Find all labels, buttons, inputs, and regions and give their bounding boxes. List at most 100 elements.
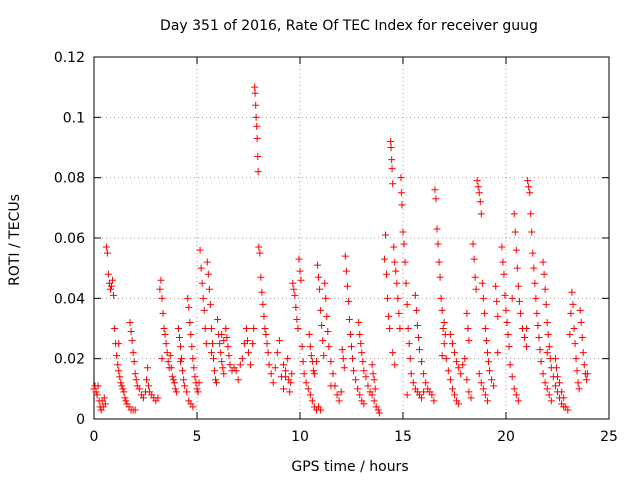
data-point [102,243,110,251]
data-point [188,343,196,351]
data-point [250,325,258,332]
data-point [544,331,552,339]
data-point [571,340,579,348]
data-point [186,318,194,326]
data-point [212,376,220,384]
data-point [470,255,478,263]
data-point [305,331,313,339]
data-point [217,349,225,357]
data-point [265,361,273,369]
data-point [93,391,101,399]
data-point [457,370,465,378]
data-point [579,349,587,357]
data-point [307,352,315,360]
data-point [196,246,204,254]
data-point [516,309,524,317]
data-point [100,394,108,402]
data-point [164,358,172,366]
data-point [167,364,175,372]
data-point [399,228,407,236]
data-point [455,364,463,372]
data-point [364,382,372,390]
data-point [467,394,475,402]
data-point [471,273,479,281]
data-point [438,352,446,360]
data-point [451,391,458,399]
data-point [432,195,440,203]
data-point [574,379,582,387]
data-point [247,361,255,369]
data-point [317,406,325,414]
data-point [368,391,376,399]
data-point [335,397,343,405]
data-point [406,355,414,363]
data-point [110,291,118,299]
data-point [170,379,178,387]
data-point [350,367,358,375]
data-point [387,137,395,145]
data-point [157,276,165,284]
data-point [418,358,426,366]
data-point [209,355,217,363]
data-point [381,231,389,239]
data-point [329,370,337,378]
x-tick-label: 15 [394,429,412,445]
data-point [321,279,329,287]
data-point [166,352,174,360]
data-point [211,367,219,375]
data-point [524,177,532,185]
data-point [362,373,370,381]
data-point [420,370,428,378]
data-point [534,321,542,329]
data-point [536,346,544,354]
data-point [537,358,545,366]
data-point [111,325,119,332]
data-point [183,388,191,396]
data-point [172,388,180,396]
data-point [224,343,232,351]
data-point [200,306,208,314]
data-point [428,391,436,399]
data-point [521,334,529,342]
data-point [139,394,147,402]
data-point [368,361,376,369]
data-point [512,391,520,399]
data-point [542,300,550,308]
data-point [391,258,399,266]
data-point [360,367,368,375]
data-point [477,210,485,218]
data-point [554,373,561,381]
data-point [341,252,349,260]
data-point [169,376,177,384]
data-point [273,349,281,357]
data-point [92,388,100,396]
data-point [531,279,539,287]
y-tick-label: 0.08 [54,171,85,187]
y-tick-label: 0.12 [54,50,85,66]
data-point [543,318,551,326]
data-point [168,373,176,381]
data-point [189,403,197,411]
data-point [287,379,295,387]
data-point [412,306,420,314]
data-point [348,343,355,351]
data-point [271,364,279,372]
data-point [352,376,360,384]
x-axis-label: GPS time / hours [291,459,408,475]
data-point [543,385,551,393]
chart-title: Day 351 of 2016, Rate Of TEC Index for r… [160,18,538,34]
data-point [315,273,323,281]
data-point [222,325,230,332]
data-point [413,321,421,329]
data-point [434,240,442,248]
data-point [482,337,490,345]
x-tick-label: 20 [497,429,515,445]
data-point [395,309,403,317]
data-point [483,349,491,357]
data-point [494,312,502,320]
data-point [472,285,480,293]
data-point [539,370,547,378]
data-point [310,370,318,378]
data-point [473,177,481,185]
